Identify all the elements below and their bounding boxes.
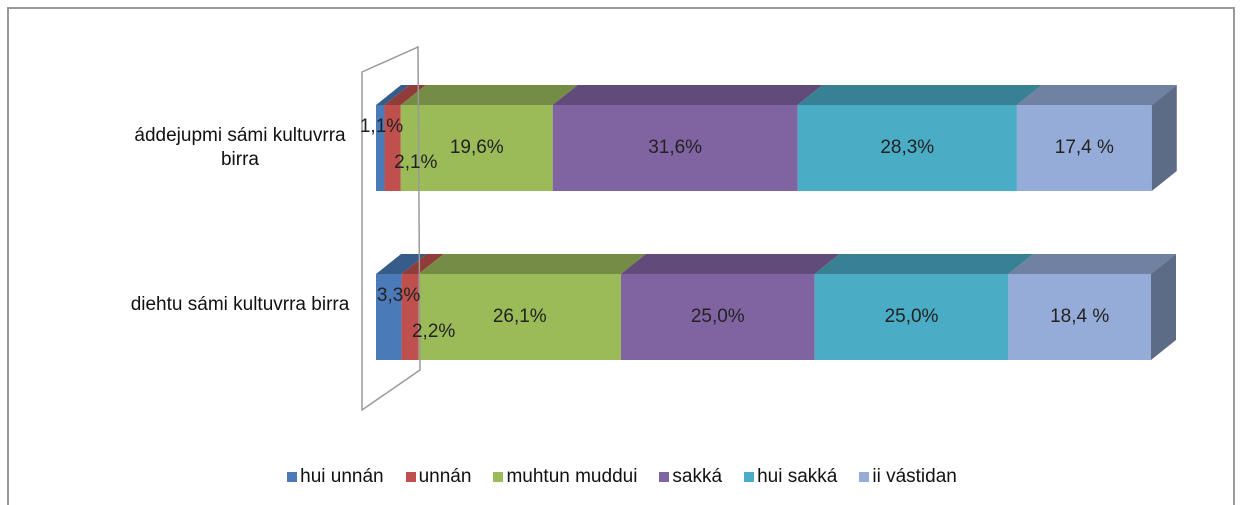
bar-top <box>797 85 1042 105</box>
data-label: 2,2% <box>412 321 455 342</box>
legend-swatch <box>287 472 298 482</box>
data-label: 19,6% <box>450 137 504 158</box>
legend-label: muhtun muddui <box>506 466 638 487</box>
category-label: áddejupmi sámi kultuvrra birra <box>134 125 346 170</box>
bar <box>797 105 1017 191</box>
frame <box>7 7 1235 505</box>
bar-top <box>418 254 646 274</box>
bar <box>418 274 621 360</box>
bar <box>552 105 798 191</box>
data-label: 2,1% <box>394 152 437 173</box>
data-label: 3,3% <box>377 285 420 306</box>
data-label: 17,4 % <box>1055 137 1114 158</box>
legend-swatch <box>405 472 416 482</box>
legend-label: unnán <box>418 466 472 487</box>
bar-top <box>400 85 578 105</box>
bar-side <box>1151 254 1176 360</box>
wall <box>361 45 421 412</box>
bar-top <box>1008 254 1176 274</box>
bar <box>384 105 401 191</box>
legend-label: hui sakká <box>757 466 838 487</box>
bar-top <box>401 254 444 274</box>
bar-top <box>552 85 823 105</box>
data-label: 25,0% <box>885 306 939 327</box>
data-label: 31,6% <box>648 137 702 158</box>
legend-item: hui unnán <box>287 466 384 488</box>
bar <box>376 274 402 360</box>
bar-top <box>376 85 410 105</box>
bar-top <box>620 254 840 274</box>
data-label: 25,0% <box>691 306 745 327</box>
legend-swatch <box>744 472 755 482</box>
legend-item: hui sakká <box>744 466 837 488</box>
legend-label: sakká <box>672 466 723 487</box>
legend-label: ii vástidan <box>872 466 957 487</box>
legend-item: muhtun muddui <box>493 466 637 488</box>
bar <box>401 274 419 360</box>
bar <box>376 105 385 191</box>
bar <box>1016 105 1152 191</box>
bar <box>814 274 1009 360</box>
bar <box>1008 274 1151 360</box>
bar-top <box>384 85 426 105</box>
data-label: 1,1% <box>360 116 403 137</box>
bar <box>400 105 553 191</box>
legend-item: unnán <box>405 466 472 488</box>
bar-side <box>1151 85 1177 191</box>
data-label: 28,3% <box>880 137 934 158</box>
bar <box>620 274 815 360</box>
bar-top <box>376 254 427 274</box>
legend-swatch <box>659 472 670 482</box>
legend-item: sakká <box>659 466 722 488</box>
legend-label: hui unnán <box>300 466 384 487</box>
bar-top <box>1016 85 1177 105</box>
bar-top <box>814 254 1034 274</box>
legend-swatch <box>859 472 870 482</box>
data-label: 26,1% <box>493 306 547 327</box>
legend-item: ii vástidan <box>859 466 957 488</box>
legend-swatch <box>493 472 504 482</box>
data-label: 18,4 % <box>1050 306 1109 327</box>
legend: hui unnán unnán muhtun muddui sakká hui sakk… <box>0 466 1244 488</box>
category-label: diehtu sámi kultuvrra birra <box>130 294 350 315</box>
